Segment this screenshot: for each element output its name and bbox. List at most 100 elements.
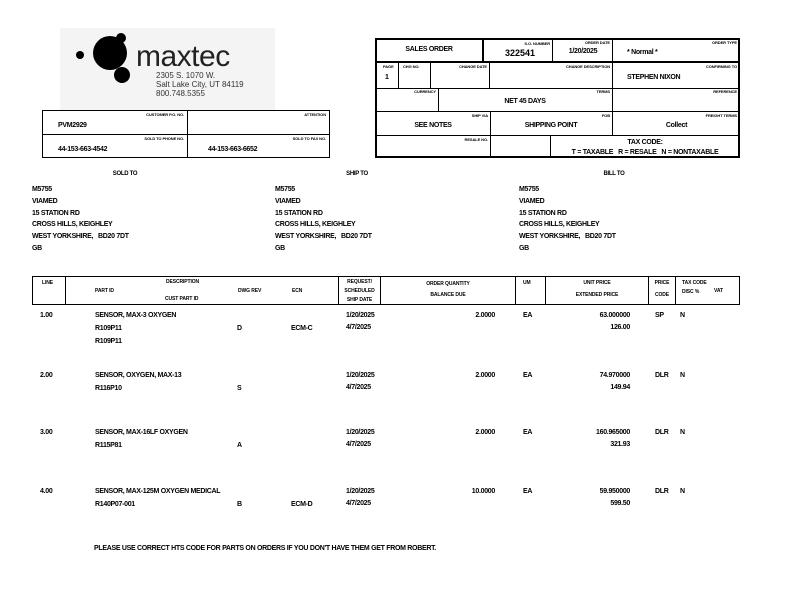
page-number: 1 [385,74,389,81]
address-heading-2: BILL TO [603,171,625,177]
col-extended-price: EXTENDED PRICE [575,292,619,298]
buyer-label: CONFIRMING TO [705,64,737,69]
col-dwg-rev: DWG REV [238,288,262,294]
row-line: 4.00 [40,488,53,495]
col-price: PRICE [654,280,670,286]
row-line: 2.00 [40,372,53,379]
address-line: VIAMED [32,197,58,205]
col-request: REQUEST/ [347,279,372,285]
row-request-date: 1/20/2025 [346,372,375,379]
address-line: 15 STATION RD [32,209,80,217]
fax-label: SOLD TO FAX NO. [292,136,326,141]
row-unit-price: 63.000000 [599,312,631,319]
row-um: EA [523,488,533,495]
resale-label: RESALE NO. [464,137,489,142]
address-heading-0: SOLD TO [112,171,138,177]
row-price-code: DLR [655,372,669,379]
tax-code-legend: T = TAXABLE R = RESALE N = NONTAXABLE [571,149,719,156]
address-line: M5755 [275,186,295,193]
row-qty: 2.0000 [475,372,495,379]
row-unit-price: 74.970000 [599,372,631,379]
row-description: SENSOR, MAX-3 OXYGEN [95,312,177,319]
fob-label: FOB [601,113,610,118]
row-qty: 2.0000 [475,429,495,436]
terms: NET 45 DAYS [504,98,546,105]
ship-via: SEE NOTES [414,122,452,129]
row-ship-date: 4/7/2025 [346,500,371,507]
col-scheduled: SCHEDULED [344,288,375,294]
tax-code-title: TAX CODE: [627,139,663,146]
row-cust-part-id: R109P11 [95,338,122,345]
order-type-label: ORDER TYPE [711,40,737,45]
ship-via-label: SHIP VIA [471,113,488,118]
order-date-label: ORDER DATE [584,40,610,45]
row-price-code: DLR [655,488,669,495]
page-label: PAGE [383,64,394,69]
so-number: 322541 [504,48,536,58]
col-description: DESCRIPTION [166,279,200,285]
row-tax: N [680,488,685,495]
terms-label: TERMS [596,89,610,94]
order-type: * Normal * [627,49,658,56]
address-line: WEST YORKSHIRE, BD20 7DT [32,233,129,241]
company-phone: 800.748.5355 [156,89,205,98]
company-address2: Salt Lake City, UT 84119 [156,80,244,89]
row-part-id: R116P10 [95,385,122,392]
reference-label: REFERENCE [713,89,737,94]
col-balance-due: BALANCE DUE [430,292,466,298]
row-part-id: R109P11 [95,325,122,332]
address-line: CROSS HILLS, KEIGHLEY [275,221,356,229]
row-price-code: DLR [655,429,669,436]
row-um: EA [523,312,533,319]
row-extended-price: 126.00 [610,324,630,331]
row-unit-price: 160.965000 [596,429,630,436]
order-box [375,38,740,158]
customer-po: PVM2929 [58,122,87,129]
row-dwg-rev: D [237,325,242,332]
address-line: VIAMED [519,197,545,205]
col-order-qty: ORDER QUANTITY [426,281,470,287]
col-vat: VAT [714,288,723,294]
row-part-id: R140P07-001 [95,501,135,508]
row-qty: 2.0000 [475,312,495,319]
row-request-date: 1/20/2025 [346,488,375,495]
row-description: SENSOR, MAX-125M OXYGEN MEDICAL [95,488,221,495]
row-ship-date: 4/7/2025 [346,441,371,448]
address-line: M5755 [519,186,539,193]
col-line: LINE [42,280,53,286]
chg-desc-label: CHANGE DESCRIPTION [566,64,610,69]
buyer: STEPHEN NIXON [627,74,681,81]
row-description: SENSOR, MAX-16LF OXYGEN [95,429,188,436]
address-heading-1: SHIP TO [346,171,368,177]
row-request-date: 1/20/2025 [346,312,375,319]
chg-no-label: CHG NO. [403,64,420,69]
row-extended-price: 149.94 [610,384,630,391]
sold-to-phone: 44-153-663-4542 [58,146,108,153]
row-dwg-rev: B [237,501,242,508]
address-line: CROSS HILLS, KEIGHLEY [519,221,600,229]
row-description: SENSOR, OXYGEN, MAX-13 [95,372,182,379]
sales-order-title: SALES ORDER [405,46,453,53]
so-label: S.O. NUMBER [524,41,550,46]
row-ecn: ECM-C [291,325,313,332]
col-disc: DISC % [682,289,700,295]
address-line: 15 STATION RD [275,209,323,217]
address-line: 15 STATION RD [519,209,567,217]
row-line: 3.00 [40,429,53,436]
po-label: CUSTOMER P.O. NO. [146,112,184,117]
phone-label: SOLD TO PHONE NO. [144,136,184,141]
row-price-code: SP [655,312,664,319]
row-um: EA [523,372,533,379]
address-line: VIAMED [275,197,301,205]
col-ship-date: SHIP DATE [346,297,373,303]
address-line: GB [32,245,42,252]
col-unit-price: UNIT PRICE [583,280,611,286]
col-part-id: PART ID [95,288,114,294]
chg-date-label: CHANGE DATE [459,64,487,69]
col-tax-code: TAX CODE [682,280,707,286]
freight-label: FREIGHT TERMS [705,113,737,118]
row-tax: N [680,312,685,319]
attention-label: ATTENTION [304,112,326,117]
address-line: GB [275,245,285,252]
row-ship-date: 4/7/2025 [346,324,371,331]
